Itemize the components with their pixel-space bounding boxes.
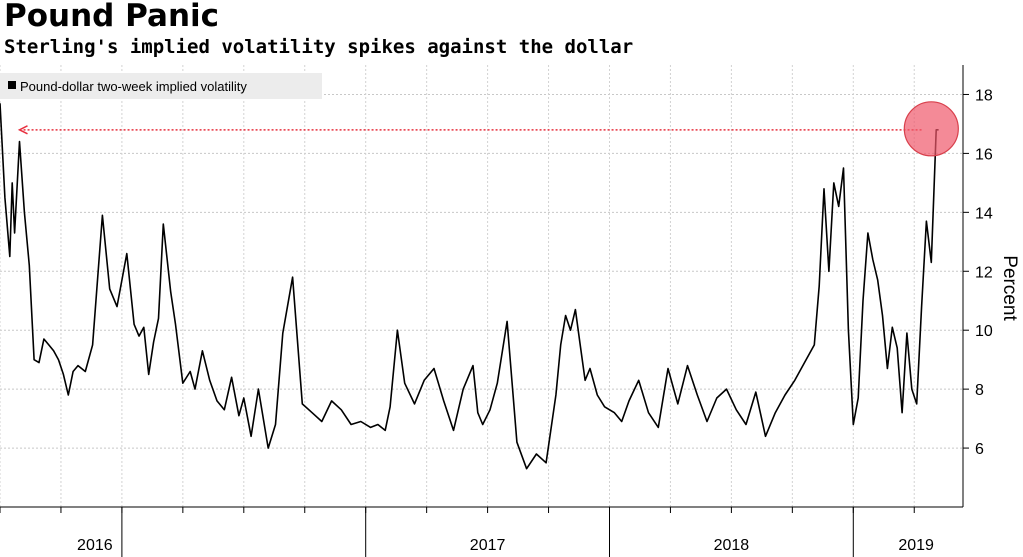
legend: Pound-dollar two-week implied volatility (0, 73, 322, 99)
legend-box (0, 73, 322, 99)
series-line (0, 103, 939, 470)
y-axis-label: Percent (999, 255, 1020, 321)
x-tick-label: 2016 (77, 537, 113, 554)
grid-lines (0, 65, 963, 507)
annotations (17, 101, 959, 157)
y-tick-label: 8 (975, 382, 984, 399)
x-tick-label: 2017 (470, 537, 506, 554)
y-tick-label: 10 (975, 323, 993, 340)
plot-area (0, 103, 939, 470)
legend-swatch (8, 81, 16, 89)
axes: 6 8 10 12 14 16 18 2016 2017 2018 2019 (0, 65, 993, 557)
x-tick-label: 2019 (898, 537, 934, 554)
y-tick-label: 6 (975, 441, 984, 458)
y-tick-label: 12 (975, 264, 993, 281)
chart-subtitle: Sterling's implied volatility spikes aga… (4, 36, 634, 58)
y-tick-label: 16 (975, 146, 993, 163)
x-tick-label: 2018 (714, 537, 750, 554)
chart-title: Pound Panic (4, 0, 220, 34)
y-tick-label: 18 (975, 87, 993, 104)
annotation-arrow-head (17, 125, 28, 135)
annotation-circle (903, 101, 959, 157)
y-tick-label: 14 (975, 205, 993, 222)
legend-label: Pound-dollar two-week implied volatility (20, 79, 247, 94)
